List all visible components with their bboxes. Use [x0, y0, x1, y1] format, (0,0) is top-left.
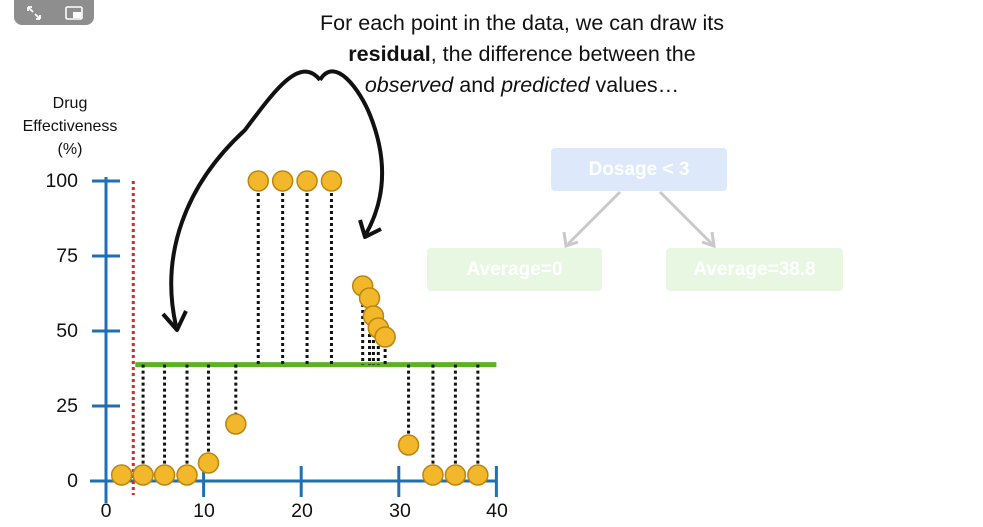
data-point: [247, 170, 270, 192]
y-tick-label: 100: [45, 170, 78, 192]
caption-bold-term: residual: [348, 42, 431, 66]
data-point: [225, 413, 247, 435]
caption-and: and: [453, 73, 502, 97]
callout-arrows: [161, 69, 384, 332]
data-point: [358, 287, 381, 309]
video-controls: [14, 0, 94, 25]
data-point: [374, 326, 396, 348]
axes: [90, 177, 498, 503]
caption-text: For each point in the data, we can draw …: [262, 8, 782, 101]
callout-arrow-left: [169, 69, 322, 327]
caption-line-1: For each point in the data, we can draw …: [320, 11, 724, 35]
y-label-line-1: Drug: [52, 95, 88, 112]
data-point: [153, 464, 176, 486]
x-tick-label: 10: [193, 500, 215, 522]
data-point: [467, 464, 489, 486]
y-axis-label: Drug Effectiveness (%): [2, 92, 138, 161]
data-point: [271, 170, 294, 192]
data-point: [296, 170, 318, 192]
caption-predicted: predicted: [501, 73, 590, 97]
data-point: [422, 464, 444, 486]
expand-arrows-icon[interactable]: [23, 4, 45, 22]
y-label-line-3: (%): [57, 141, 83, 158]
tree-edges: [562, 190, 716, 249]
y-tick-label: 25: [56, 395, 78, 417]
caption-values: values…: [589, 73, 680, 97]
data-point: [397, 434, 420, 456]
data-points: [110, 170, 489, 486]
data-point: [444, 464, 467, 486]
tree-edge-right-arrowhead: [701, 231, 716, 249]
picture-in-picture-icon[interactable]: [63, 4, 85, 22]
tree-root-node: Dosage < 3: [551, 148, 727, 191]
tree-edge-left: [566, 190, 622, 246]
caption-observed: observed: [364, 73, 454, 97]
x-tick-label: 0: [100, 500, 112, 522]
callout-arrow-right: [318, 69, 384, 235]
tree-leaf-left: Average=0: [427, 248, 602, 291]
callout-arrow-right-head: [358, 219, 382, 239]
x-tick-label: 30: [389, 500, 411, 522]
data-point: [320, 170, 343, 192]
caption-line-2-rest: , the difference between the: [430, 42, 696, 66]
caption-line-3: observed and predicted values…: [262, 70, 782, 101]
caption-line-2: residual, the difference between the: [262, 39, 782, 70]
data-point: [110, 464, 133, 486]
tree-edge-right: [658, 190, 714, 246]
tree-root-label: Dosage < 3: [588, 158, 690, 180]
tree-leaf-right-label: Average=38.8: [693, 258, 816, 280]
y-tick-label: 50: [56, 320, 78, 342]
data-point: [176, 464, 198, 486]
y-tick-label: 75: [56, 245, 78, 267]
y-label-line-2: Effectiveness: [22, 118, 118, 135]
callout-arrow-left-head: [161, 310, 188, 332]
y-tick-label: 0: [67, 470, 78, 492]
tree-leaf-right: Average=38.8: [666, 248, 843, 291]
data-point: [197, 452, 220, 474]
tree-edge-left-arrowhead: [562, 231, 579, 248]
x-tick-label: 40: [486, 500, 508, 522]
tree-leaf-left-label: Average=0: [466, 258, 563, 280]
data-point: [132, 464, 154, 486]
residual-lines: [141, 181, 480, 475]
x-tick-label: 20: [291, 500, 313, 522]
